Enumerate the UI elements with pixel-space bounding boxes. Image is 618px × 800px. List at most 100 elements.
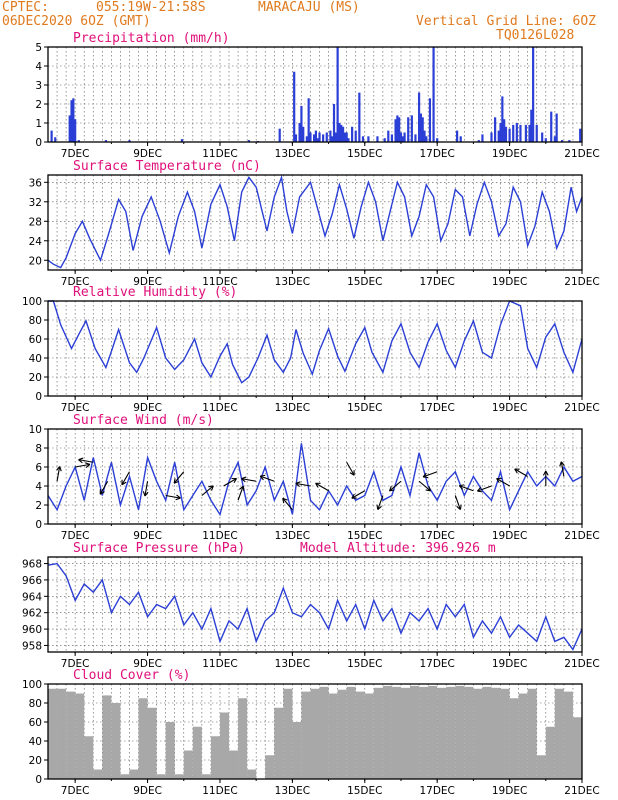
wind-arrow: [315, 482, 329, 492]
precip-bar: [329, 130, 332, 142]
wind-arrow: [75, 462, 91, 468]
precip-bar: [414, 134, 417, 142]
precip-bar: [477, 140, 480, 142]
precip-bar: [459, 136, 462, 142]
cloud-bar: [572, 717, 582, 779]
precip-bar: [180, 139, 184, 142]
precip-bar: [318, 132, 321, 142]
precip-bar: [432, 47, 435, 142]
temperature-ytick-label: 36: [29, 177, 43, 189]
cloud-bar: [337, 689, 347, 779]
precip-bar: [528, 124, 531, 142]
precip-bar: [579, 128, 582, 142]
precip-bar: [332, 104, 336, 142]
cloud-bar: [563, 691, 573, 779]
cloud-bar: [48, 688, 58, 779]
precip-bar: [128, 140, 131, 142]
wind-ytick-label: 8: [35, 443, 42, 455]
wind-arrow: [496, 477, 510, 487]
cloud-bar: [410, 685, 420, 779]
header-location: MARACAJU (MS): [258, 0, 360, 15]
pressure-ytick-label: 962: [22, 608, 42, 620]
precip-bar: [302, 126, 305, 142]
precip-bar: [314, 130, 318, 142]
precip-bar: [436, 138, 439, 142]
precip-bar: [396, 115, 399, 142]
precipitation-xtick-label: 7DEC: [61, 148, 90, 160]
panel-temperature: Surface Temperature (nC) 20 24 28 32 36 7DEC 9D…: [29, 159, 600, 288]
precip-bar: [535, 124, 538, 142]
wind-arrow: [454, 495, 462, 511]
precip-bar: [398, 117, 401, 142]
cloud-bar: [419, 686, 429, 779]
humidity-ytick-label: 100: [22, 296, 42, 308]
wind-xtick-label: 15DEC: [347, 530, 382, 542]
humidity-xtick-label: 9DEC: [133, 402, 162, 414]
pressure-ytick-label: 966: [22, 575, 42, 587]
precip-bar: [399, 132, 403, 142]
precip-bar: [504, 126, 508, 142]
precip-bar: [322, 134, 325, 142]
precipitation-xtick-label: 9DEC: [133, 148, 162, 160]
temperature-ytick-label: 32: [29, 197, 42, 209]
precip-bar: [74, 119, 77, 142]
cloud-bar: [355, 691, 365, 779]
wind-arrow: [99, 480, 109, 495]
temperature-xtick-label: 7DEC: [61, 276, 90, 288]
wind-arrow: [559, 461, 565, 477]
cloud-ytick-label: 40: [29, 736, 42, 748]
pressure-xtick-label: 19DEC: [492, 658, 527, 670]
temperature-xtick-label: 9DEC: [133, 276, 162, 288]
humidity-line: [48, 300, 583, 384]
wind-arrow: [346, 461, 355, 476]
cloud-ytick-label: 20: [29, 755, 42, 767]
temperature-xtick-label: 11DEC: [202, 276, 237, 288]
cloud-xtick-label: 19DEC: [492, 785, 527, 797]
precip-bar: [341, 126, 345, 142]
cloud-bar: [183, 750, 193, 779]
cloud-bar: [301, 691, 311, 779]
panel-cloud: Cloud Cover (%) 0 20 40 60 80 100 7DEC 9DEC 11DEC…: [22, 668, 600, 797]
cloud-xtick-label: 15DEC: [347, 785, 382, 797]
cloud-bar: [491, 687, 501, 779]
wind-ytick-label: 4: [35, 481, 42, 493]
precip-bar: [312, 134, 316, 142]
temperature-xtick-label: 17DEC: [419, 276, 454, 288]
pressure-xtick-label: 17DEC: [419, 658, 454, 670]
cloud-bar: [509, 698, 519, 779]
precipitation-ytick-label: 4: [35, 61, 42, 73]
wind-arrow: [56, 466, 62, 482]
cloud-bar: [500, 688, 510, 779]
wind-line: [47, 443, 583, 517]
header-source: CPTEC:: [2, 0, 49, 15]
cloud-bar: [400, 687, 411, 779]
wind-arrow: [237, 485, 245, 501]
pressure-ytick-label: 960: [22, 624, 42, 636]
cloud-bar: [156, 774, 166, 779]
humidity-ytick-label: 80: [29, 315, 42, 327]
humidity-ytick-label: 60: [29, 334, 42, 346]
cloud-bar: [174, 774, 184, 779]
wind-arrow: [295, 481, 311, 487]
precip-bar: [50, 130, 53, 142]
cloud-xtick-label: 13DEC: [275, 785, 310, 797]
precip-bar: [407, 117, 410, 142]
humidity-xtick-label: 13DEC: [275, 402, 310, 414]
wind-xtick-label: 19DEC: [492, 530, 527, 542]
wind-xtick-label: 21DEC: [564, 530, 599, 542]
model-altitude: Model Altitude: 396.926 m: [300, 541, 496, 556]
precip-bar: [367, 136, 370, 142]
cloud-bar: [93, 769, 103, 779]
header-model-id: TQ0126L028: [496, 28, 575, 43]
precipitation-ytick-label: 3: [35, 80, 42, 92]
humidity-title: Relative Humidity (%): [73, 285, 237, 300]
precip-bar: [351, 126, 354, 142]
wind-arrow: [376, 495, 384, 511]
temperature-line: [47, 174, 583, 269]
wind-arrow: [514, 468, 528, 477]
wind-arrow: [173, 471, 185, 484]
wind-arrow: [476, 485, 492, 493]
pressure-xtick-label: 7DEC: [61, 658, 90, 670]
precip-bar: [553, 136, 556, 142]
